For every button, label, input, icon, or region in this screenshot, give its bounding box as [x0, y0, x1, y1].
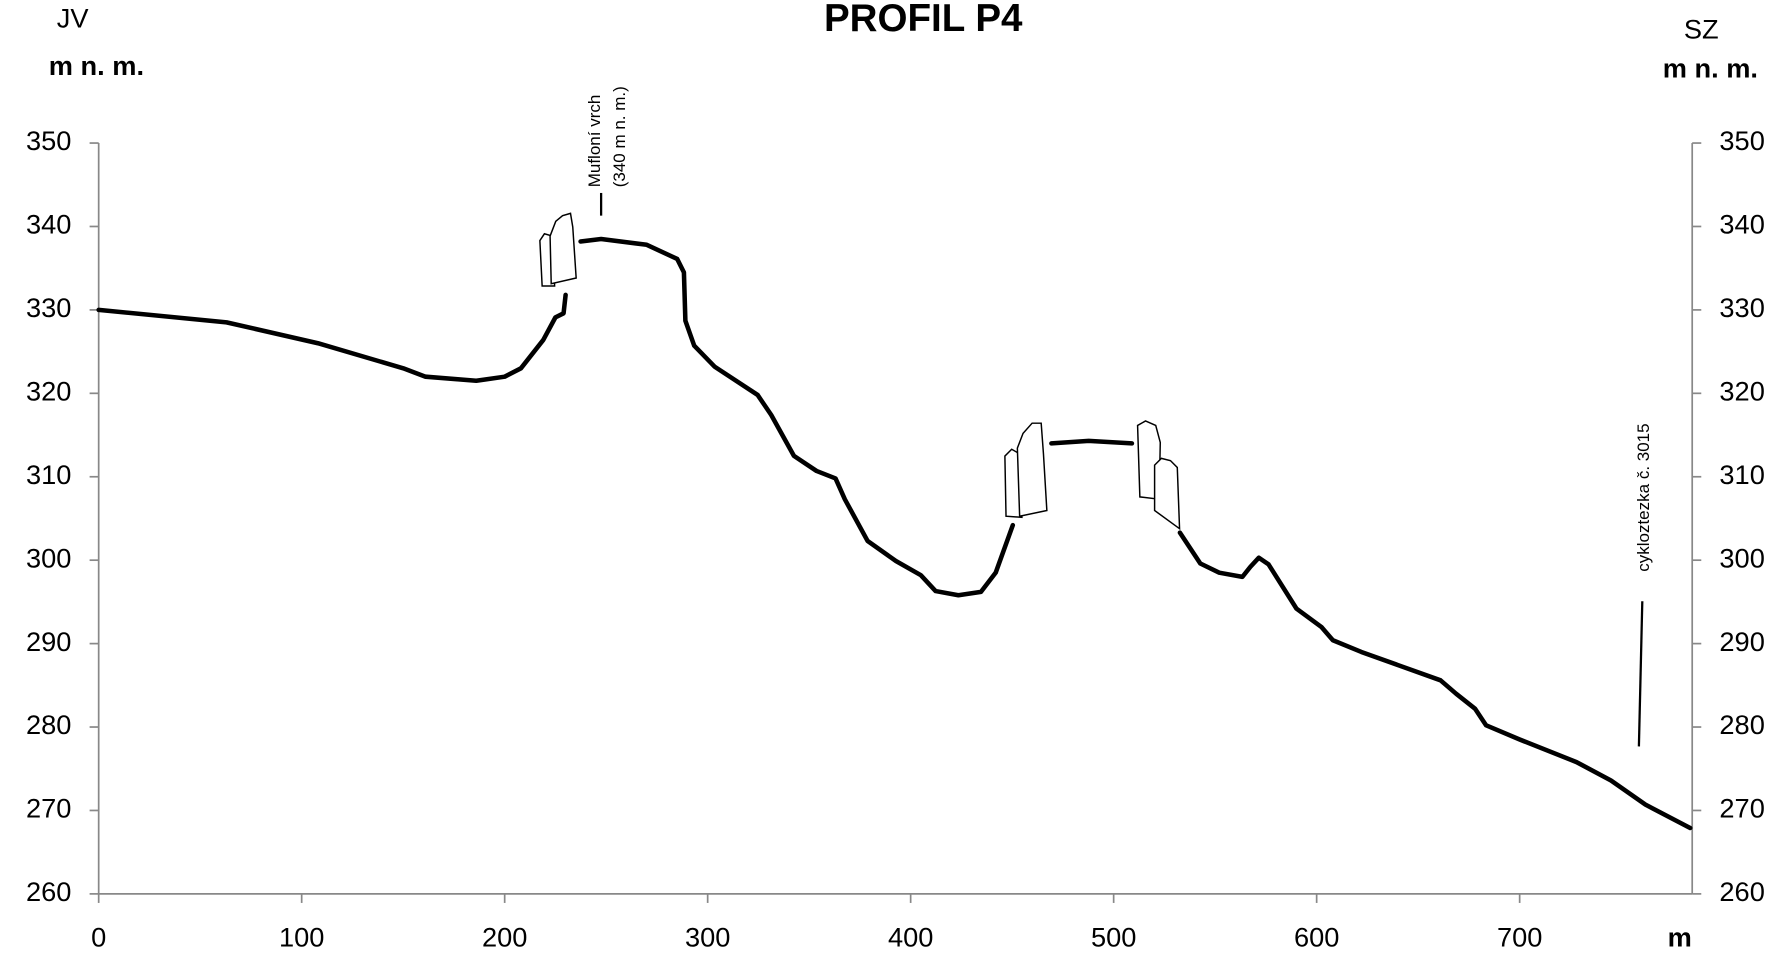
y-tick-label: 330 — [26, 292, 71, 323]
y-tick-label: 260 — [26, 876, 71, 907]
y-tick-label: 290 — [26, 626, 71, 657]
y2-axis-label: m n. m. — [1663, 52, 1758, 83]
right-direction: SZ — [1684, 14, 1719, 45]
x-tick-label: 700 — [1497, 921, 1542, 952]
y2-tick-label: 300 — [1719, 542, 1764, 573]
x-tick-label: 300 — [685, 921, 730, 952]
y2-tick-label: 290 — [1719, 626, 1764, 657]
y2-tick-label: 330 — [1719, 292, 1764, 323]
y-tick-label: 350 — [26, 125, 71, 156]
y2-tick-label: 280 — [1719, 709, 1764, 740]
y-tick-label: 340 — [26, 209, 71, 240]
y2-tick-label: 260 — [1719, 876, 1764, 907]
x-axis-label: m — [1668, 921, 1692, 952]
annotation-text: Mufloní vrch — [585, 95, 604, 188]
x-tick-label: 400 — [888, 921, 933, 952]
y-tick-label: 320 — [26, 376, 71, 407]
x-tick-label: 500 — [1091, 921, 1136, 952]
y-tick-label: 280 — [26, 709, 71, 740]
annotation-text: (340 m n. m.) — [610, 86, 629, 187]
y-tick-label: 310 — [26, 459, 71, 490]
y2-tick-label: 350 — [1719, 125, 1764, 156]
x-tick-label: 0 — [91, 921, 106, 952]
x-tick-label: 100 — [279, 921, 324, 952]
left-direction: JV — [57, 2, 90, 33]
annotation-line — [1639, 601, 1642, 746]
page: {"chart_data": { "type": "line", "title"… — [0, 0, 1775, 953]
x-tick-label: 200 — [482, 921, 527, 952]
y-axis-label: m n. m. — [49, 50, 144, 81]
y-tick-label: 300 — [26, 542, 71, 573]
y-tick-label: 270 — [26, 793, 71, 824]
chart: PROFIL P4 JV m n. m. SZ m n. m. m Muflon… — [0, 0, 1775, 953]
x-tick-label: 600 — [1294, 921, 1339, 952]
annotation-text: cykloztezka č. 3015 — [1634, 423, 1653, 571]
annotation: Mufloní vrch (340 m n. m.) cykloztezka č… — [585, 86, 1653, 746]
y2-tick-label: 340 — [1719, 209, 1764, 240]
profile-line — [99, 239, 1690, 828]
rocks — [540, 213, 1180, 528]
y2-tick-label: 320 — [1719, 376, 1764, 407]
chart-title: PROFIL P4 — [824, 0, 1023, 40]
y2-tick-label: 270 — [1719, 793, 1764, 824]
y2-tick-label: 310 — [1719, 459, 1764, 490]
